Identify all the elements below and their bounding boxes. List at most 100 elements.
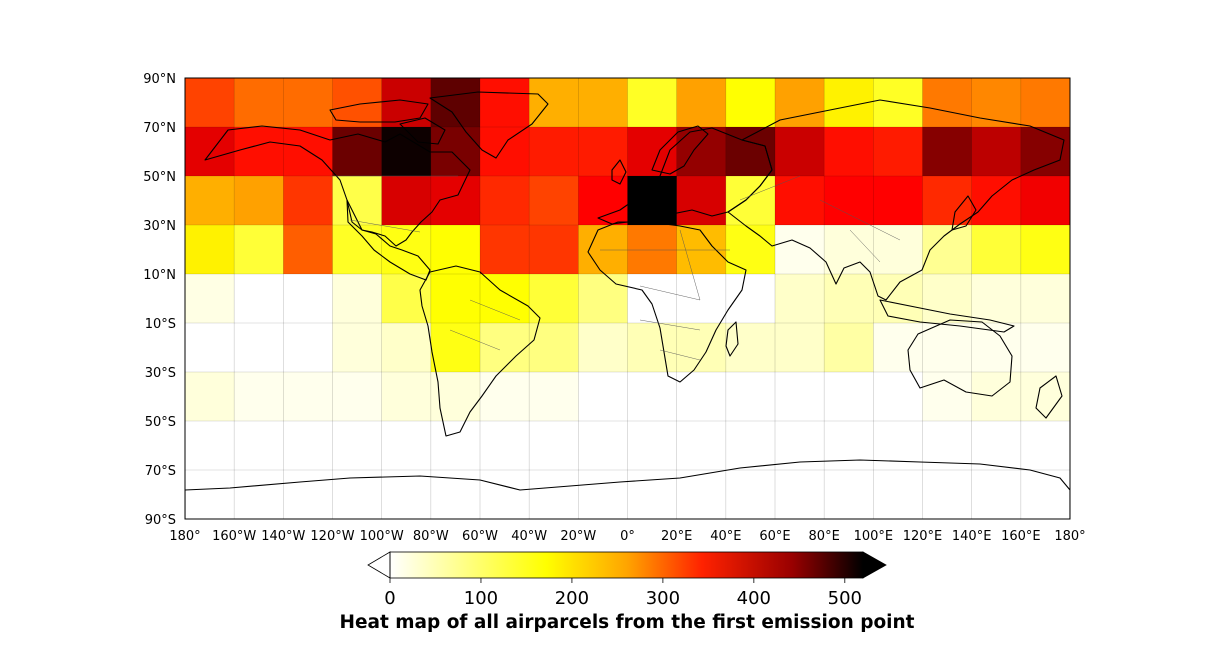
lat-tick-label: 70°S bbox=[145, 464, 176, 479]
colorbar-extend-max bbox=[862, 551, 887, 579]
lon-tick-label: 80°E bbox=[809, 529, 840, 544]
heatmap-cell bbox=[578, 372, 628, 422]
heatmap-cell bbox=[480, 421, 530, 471]
colorbar-frame bbox=[389, 551, 864, 579]
heatmap-cell bbox=[873, 127, 923, 177]
heatmap-cell bbox=[1020, 225, 1071, 275]
heatmap-cell bbox=[873, 470, 923, 520]
heatmap-cell bbox=[430, 372, 481, 422]
heatmap-cell bbox=[234, 225, 284, 275]
heatmap-cell bbox=[234, 78, 284, 128]
heatmap-cell bbox=[971, 127, 1022, 177]
heatmap-cell bbox=[332, 274, 382, 324]
lon-tick-label: 40°E bbox=[710, 529, 741, 544]
heatmap-cell bbox=[529, 176, 579, 226]
heatmap-cell bbox=[480, 470, 530, 520]
heatmap-cell bbox=[725, 176, 776, 226]
heatmap-cell bbox=[824, 127, 874, 177]
heatmap-cell bbox=[234, 127, 284, 177]
heatmap-cell bbox=[283, 274, 333, 324]
heatmap-cell bbox=[676, 78, 727, 128]
borders bbox=[330, 175, 901, 361]
heatmap-cell bbox=[430, 323, 481, 373]
colorbar-tick-label: 0 bbox=[384, 588, 395, 609]
lat-tick-label: 50°N bbox=[143, 170, 176, 185]
heatmap-cell bbox=[627, 176, 677, 226]
heatmap-cell bbox=[185, 372, 235, 422]
lon-tick-label: 140°E bbox=[952, 529, 992, 544]
lon-tick-label: 120°W bbox=[310, 529, 354, 544]
heatmap-cell bbox=[725, 372, 776, 422]
heatmap-cell bbox=[283, 78, 333, 128]
heatmap-cell bbox=[873, 274, 923, 324]
heatmap-cell bbox=[725, 225, 776, 275]
heatmap-cell bbox=[873, 176, 923, 226]
coast-madagascar bbox=[725, 321, 739, 357]
heatmap-cell bbox=[725, 274, 776, 324]
heatmap-cell bbox=[873, 323, 923, 373]
coast-arctic-islands bbox=[329, 99, 429, 123]
coast-scandinavia bbox=[651, 125, 709, 175]
heatmap-cell bbox=[775, 176, 825, 226]
heatmap-cell bbox=[381, 225, 432, 275]
heatmap-cell bbox=[627, 323, 677, 373]
heatmap-cell bbox=[185, 323, 235, 373]
heatmap-cell bbox=[1020, 470, 1071, 520]
heatmap-cell bbox=[578, 470, 628, 520]
heatmap-cell bbox=[480, 127, 530, 177]
heatmap-cell bbox=[922, 323, 972, 373]
heatmap-cell bbox=[381, 372, 432, 422]
heatmap-cell bbox=[185, 127, 235, 177]
heatmap-cell bbox=[725, 78, 776, 128]
latitude-tick-labels: 90°N 70°N 50°N 30°N 10°N 10°S 30°S 50°S 70°S 90°S bbox=[143, 72, 176, 528]
colorbar-tick-label: 300 bbox=[646, 588, 680, 609]
heatmap-cell bbox=[529, 470, 579, 520]
heatmap-cell bbox=[283, 421, 333, 471]
lat-tick-label: 90°N bbox=[143, 72, 176, 87]
heatmap-cell bbox=[676, 274, 727, 324]
heatmap-cell bbox=[185, 421, 235, 471]
heatmap-cell bbox=[775, 274, 825, 324]
heatmap-cell bbox=[283, 372, 333, 422]
coast-indonesia bbox=[879, 299, 1015, 333]
lon-tick-label: 160°E bbox=[1001, 529, 1041, 544]
heatmap-cell bbox=[824, 372, 874, 422]
heatmap-cell bbox=[922, 372, 972, 422]
heatmap-cell bbox=[1020, 176, 1071, 226]
heatmap-cell bbox=[627, 225, 677, 275]
lon-tick-label: 20°E bbox=[661, 529, 692, 544]
heatmap-cell bbox=[725, 470, 776, 520]
coast-baffin bbox=[399, 117, 446, 145]
coast-asia bbox=[727, 99, 1065, 301]
heatmap-cell bbox=[971, 323, 1022, 373]
heatmap-cell bbox=[824, 274, 874, 324]
heatmap-cell bbox=[922, 470, 972, 520]
heatmap-cell bbox=[283, 176, 333, 226]
heatmap-cell bbox=[1020, 274, 1071, 324]
heatmap-cell bbox=[234, 372, 284, 422]
lon-tick-label: 20°W bbox=[560, 529, 596, 544]
coast-new-zealand bbox=[1035, 375, 1063, 419]
coast-greenland bbox=[429, 91, 549, 159]
lat-tick-label: 50°S bbox=[145, 415, 176, 430]
heatmap-cell bbox=[234, 470, 284, 520]
heatmap-cell bbox=[234, 323, 284, 373]
heatmap-cell bbox=[1020, 78, 1071, 128]
heatmap-cell bbox=[283, 225, 333, 275]
heatmap-cell bbox=[725, 421, 776, 471]
coast-north-america bbox=[204, 125, 471, 247]
coast-japan bbox=[951, 195, 977, 231]
heatmap-cell bbox=[971, 372, 1022, 422]
heatmap-cell bbox=[430, 274, 481, 324]
heatmap-cell bbox=[234, 421, 284, 471]
heatmap-cell bbox=[578, 225, 628, 275]
lon-tick-label: 100°W bbox=[360, 529, 404, 544]
heatmap-cell bbox=[529, 421, 579, 471]
heatmap-cell bbox=[676, 323, 727, 373]
colorbar-gradient bbox=[390, 552, 863, 578]
heatmap-cell bbox=[480, 323, 530, 373]
heatmap-cell bbox=[332, 421, 382, 471]
heatmap-cell bbox=[922, 274, 972, 324]
heatmap-cell bbox=[480, 372, 530, 422]
heatmap-cell bbox=[971, 470, 1022, 520]
